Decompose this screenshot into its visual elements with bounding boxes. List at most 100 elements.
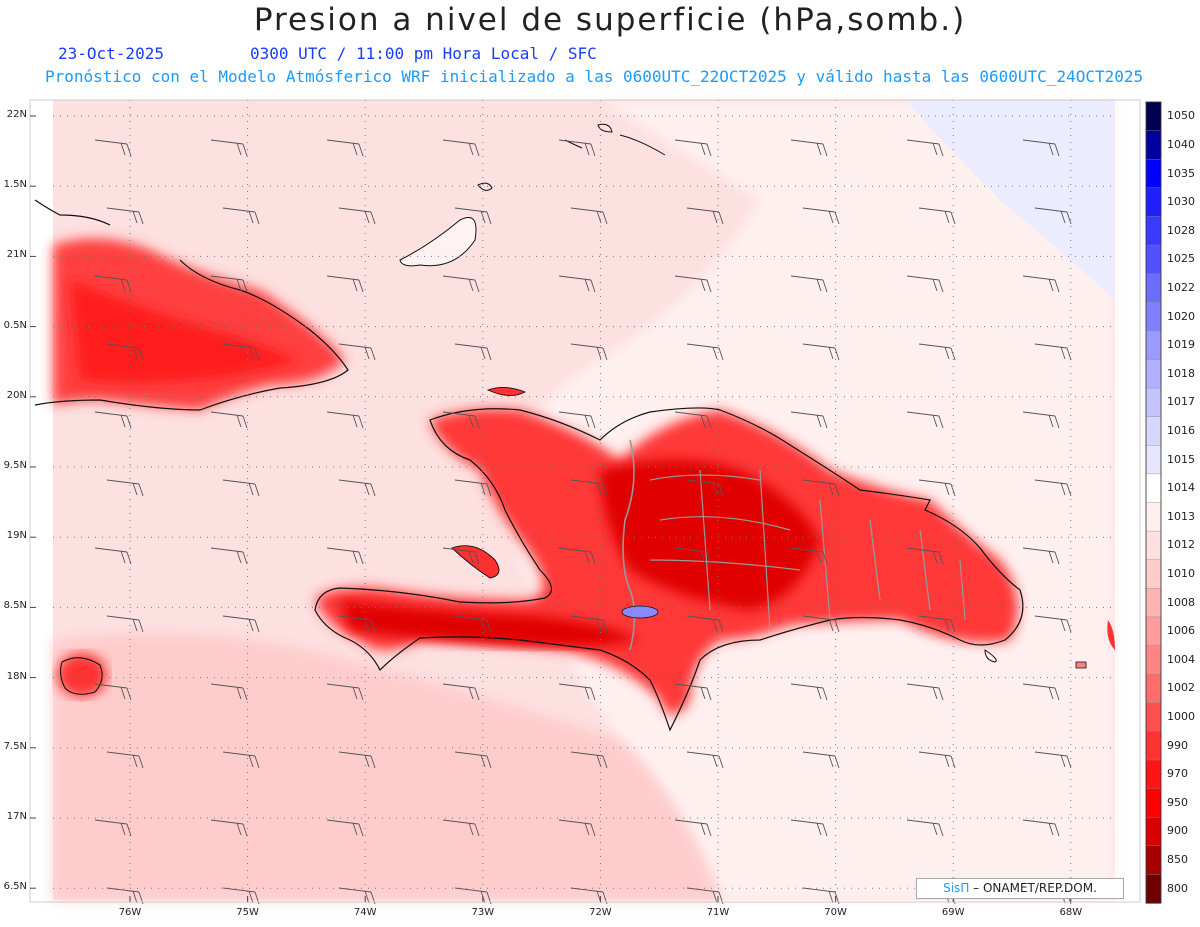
- wind-barb: [686, 207, 724, 225]
- wind-barb: [790, 683, 828, 701]
- colorbar-swatch: [1145, 445, 1162, 475]
- wind-barb: [790, 819, 828, 837]
- wind-barb: [558, 819, 596, 837]
- wind-barb: [802, 751, 840, 769]
- wind-barb: [106, 343, 144, 361]
- colorbar-label: 1014: [1167, 481, 1195, 495]
- credit-brand: SisΠ: [943, 881, 970, 895]
- wind-barb: [94, 819, 132, 837]
- longitude-label: 74W: [353, 907, 377, 918]
- colorbar-swatch: [1145, 302, 1162, 332]
- wind-barb: [1022, 139, 1060, 157]
- colorbar-swatch: [1145, 216, 1162, 246]
- wind-barb: [1034, 207, 1072, 225]
- latitude-label: 21N: [6, 249, 27, 261]
- wind-barb: [338, 615, 376, 633]
- wind-barb: [210, 819, 248, 837]
- wind-barb: [442, 547, 480, 565]
- colorbar-label: 1008: [1167, 595, 1195, 609]
- wind-barb: [570, 343, 608, 361]
- wind-barb: [906, 275, 944, 293]
- wind-barb: [674, 275, 712, 293]
- wind-barb: [906, 139, 944, 157]
- longitude-label: 73W: [471, 907, 495, 918]
- colorbar-swatch: [1145, 330, 1162, 361]
- colorbar-label: 1010: [1167, 567, 1195, 581]
- colorbar-swatch: [1145, 473, 1162, 504]
- wind-barb: [918, 615, 956, 633]
- wind-barb: [326, 819, 364, 837]
- wind-barb: [918, 207, 956, 225]
- colorbar-swatch: [1145, 788, 1162, 818]
- wind-barb: [1022, 683, 1060, 701]
- latitude-label: 17N: [6, 811, 27, 822]
- wind-barb: [686, 751, 724, 769]
- longitude-label: 71W: [706, 907, 730, 918]
- colorbar-swatch: [1145, 273, 1162, 303]
- wind-barb: [558, 683, 596, 701]
- map-frame: [29, 99, 1141, 903]
- wind-barb: [558, 411, 596, 429]
- colorbar-label: 1012: [1167, 538, 1195, 552]
- latitude-label: 1.5N: [3, 179, 27, 191]
- wind-barb: [210, 139, 248, 157]
- colorbar-frame: [1145, 101, 1162, 904]
- wind-barb: [442, 139, 480, 157]
- colorbar-label: 1017: [1167, 395, 1195, 409]
- wind-barb: [570, 479, 608, 497]
- wind-barb: [454, 343, 492, 361]
- wind-barb: [906, 547, 944, 565]
- wind-barb: [210, 683, 248, 701]
- wind-barb: [686, 343, 724, 361]
- colorbar-swatch: [1145, 559, 1162, 590]
- wind-barb: [454, 615, 492, 633]
- latitude-label: 19N: [6, 530, 27, 542]
- colorbar-swatch: [1145, 702, 1162, 733]
- colorbar-label: 1013: [1167, 509, 1195, 523]
- wind-barb: [906, 819, 944, 837]
- wind-barb: [674, 819, 712, 837]
- colorbar-swatch: [1145, 187, 1162, 218]
- wind-barb: [802, 207, 840, 225]
- small-islands: [399, 123, 1115, 669]
- cuba-landmass: [34, 199, 349, 411]
- latitude-label: 8.5N: [3, 600, 27, 612]
- map-title: Presion a nivel de superficie (hPa,somb.…: [253, 2, 967, 38]
- colorbar-label: 1002: [1167, 681, 1195, 695]
- wind-barb: [790, 547, 828, 565]
- wind-barb: [1034, 479, 1072, 497]
- longitude-label: 75W: [236, 907, 259, 918]
- colorbar-swatch: [1145, 673, 1162, 704]
- wind-barb: [1022, 411, 1060, 429]
- colorbar-swatch: [1145, 731, 1162, 761]
- colorbar-label: 1000: [1167, 710, 1195, 724]
- wind-barb: [454, 751, 492, 769]
- wind-barb: [210, 275, 248, 293]
- longitude-label: 68W: [1059, 907, 1083, 918]
- colorbar-swatch: [1145, 845, 1162, 876]
- hispaniola-landmass: [314, 407, 1024, 732]
- wind-barb: [558, 275, 596, 293]
- model-description: Pronóstico con el Modelo Atmósferico WRF…: [45, 67, 1144, 86]
- wind-barb: [802, 343, 840, 361]
- wind-barb: [442, 411, 480, 429]
- wind-barb: [210, 411, 248, 429]
- wind-barb: [222, 343, 260, 361]
- wind-barb: [94, 139, 132, 157]
- wind-barb: [442, 275, 480, 293]
- wind-barb: [326, 411, 364, 429]
- wind-barb: [326, 139, 364, 157]
- forecast-date: 23-Oct-2025: [58, 44, 164, 63]
- colorbar-swatch: [1145, 101, 1162, 132]
- latitude-label: 20N: [6, 389, 27, 401]
- wind-barb: [222, 615, 260, 633]
- wind-barb: [210, 547, 248, 565]
- wind-barb: [338, 343, 376, 361]
- wind-barb: [338, 751, 376, 769]
- wind-barb: [94, 411, 132, 429]
- credit-text: – ONAMET/REP.DOM.: [973, 881, 1097, 895]
- wind-barb: [790, 139, 828, 157]
- colorbar-swatch: [1145, 530, 1162, 561]
- colorbar-label: 800: [1167, 881, 1188, 895]
- wind-barb: [106, 207, 144, 225]
